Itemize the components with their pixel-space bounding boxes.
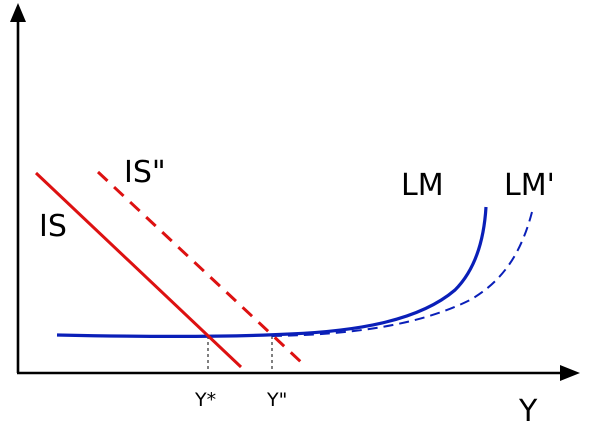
y-star-label: Y* <box>194 389 216 411</box>
x-axis-arrowhead <box>560 365 580 381</box>
lm-curve <box>56 206 488 338</box>
y-axis-arrowhead <box>10 3 26 22</box>
y-double-prime-label: Y" <box>266 389 287 411</box>
is-shifted-curve <box>96 170 303 364</box>
lm-shifted-curve <box>271 211 533 337</box>
is-curve <box>34 171 243 369</box>
lm-curve-label: LM <box>401 168 444 203</box>
is-shifted-curve-label: IS" <box>124 155 166 190</box>
x-axis-label: Y <box>518 394 538 429</box>
is-curve-label: IS <box>39 209 67 244</box>
lm-shifted-curve-label: LM' <box>504 168 555 203</box>
axes <box>10 3 580 381</box>
